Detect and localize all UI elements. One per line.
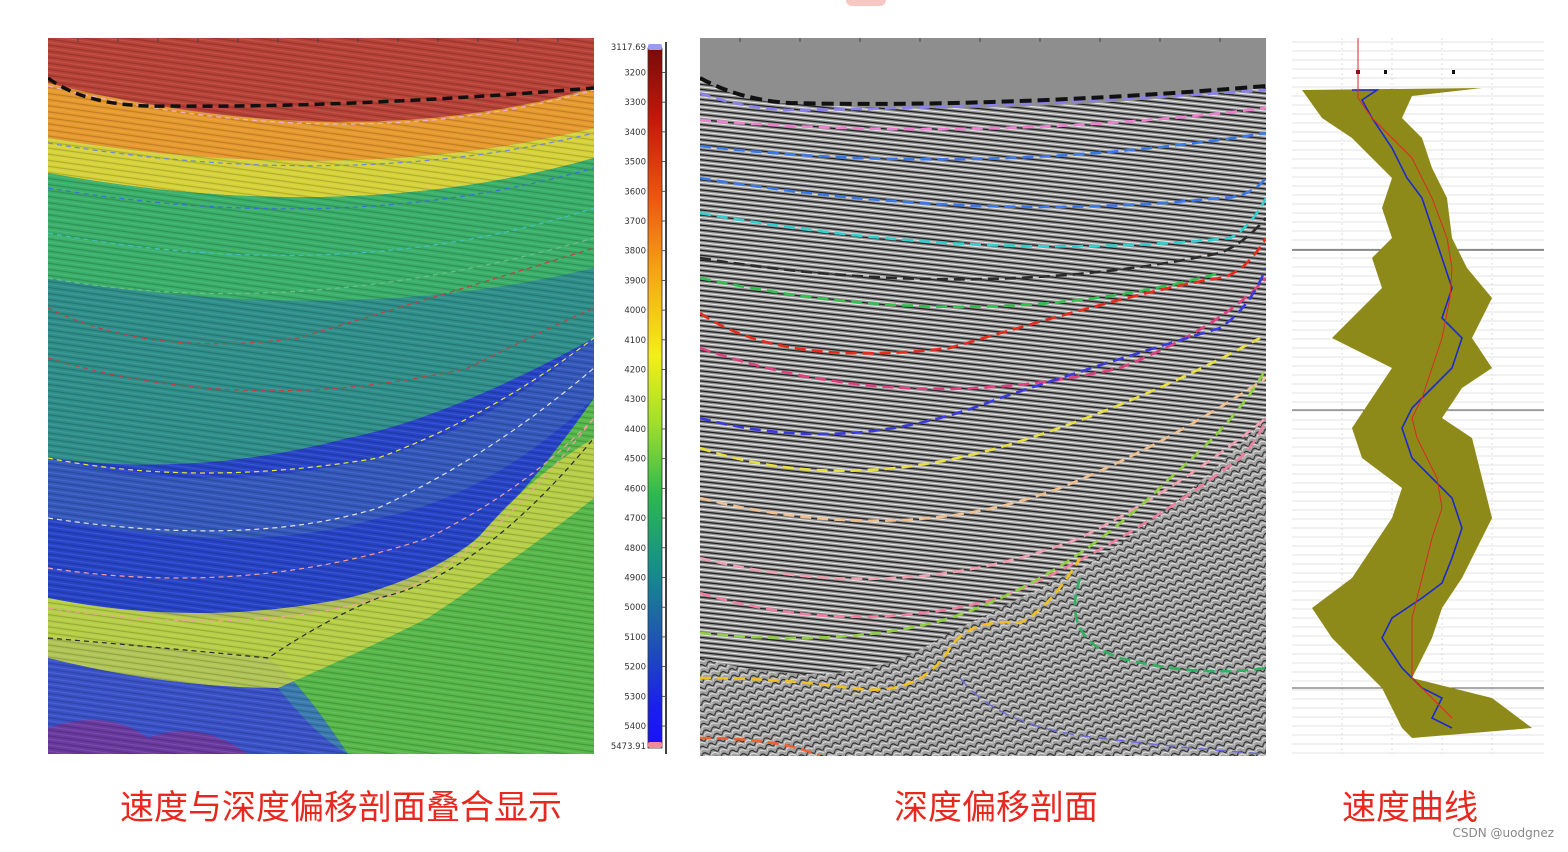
colorbar-max-label: 5473.91: [611, 742, 646, 752]
colorbar-tick-label: 5400: [624, 722, 646, 732]
decorative-blob: [846, 0, 886, 6]
caption-overlay: 速度与深度偏移剖面叠合显示: [120, 788, 562, 828]
caption-depth-section: 深度偏移剖面: [894, 788, 1098, 828]
colorbar-tick-label: 3700: [624, 217, 646, 227]
colorbar-gradient: [647, 47, 663, 749]
colorbar-tick-label: 4100: [624, 336, 646, 346]
velocity-log-image: [1292, 38, 1544, 754]
caption-velocity-curve: 速度曲线: [1342, 788, 1478, 828]
colorbar-tick-label: 4900: [624, 573, 646, 583]
velocity-colorbar: 3117.69 5473.91 3200 3300 3400 3500 3600 3700…: [608, 42, 670, 754]
colorbar-tick-label: 3600: [624, 187, 646, 197]
basement-zone: [700, 418, 1266, 756]
colorbar-top-marker: [648, 44, 662, 50]
colorbar-svg: 3117.69 5473.91 3200 3300 3400 3500 3600 3700…: [611, 42, 667, 754]
depth-section-image: [699, 38, 1268, 758]
colorbar-tick-label: 3800: [624, 247, 646, 257]
colorbar-ticks: 3200 3300 3400 3500 3600 3700 3800 3900 4000 4100…: [624, 68, 665, 732]
colorbar-tick-label: 5000: [624, 603, 646, 613]
velocity-log-envelope: [1302, 88, 1532, 738]
colorbar-tick-label: 4400: [624, 425, 646, 435]
watermark: CSDN @uodgnez: [1452, 826, 1555, 840]
colorbar-tick-label: 3200: [624, 68, 646, 78]
colorbar-tick-label: 4700: [624, 514, 646, 524]
colorbar-tick-label: 5100: [624, 633, 646, 643]
depth-migration-section: [699, 38, 1268, 758]
colorbar-tick-label: 5300: [624, 692, 646, 702]
colorbar-tick-label: 4200: [624, 366, 646, 376]
velocity-overlay-section: [46, 38, 595, 754]
colorbar-tick-label: 3300: [624, 98, 646, 108]
colorbar-tick-label: 3400: [624, 128, 646, 138]
colorbar-tick-label: 3500: [624, 158, 646, 168]
colorbar-tick-label: 3900: [624, 276, 646, 286]
velocity-curve-panel: [1292, 38, 1544, 754]
velocity-overlay-image: [46, 38, 595, 754]
colorbar-tick-label: 5200: [624, 663, 646, 673]
water-column: [700, 38, 1266, 108]
colorbar-tick-label: 4800: [624, 544, 646, 554]
colorbar-min-label: 3117.69: [611, 43, 646, 53]
seafloor-line: [46, 76, 595, 108]
colorbar-tick-label: 4300: [624, 395, 646, 405]
colorbar-tick-label: 4000: [624, 306, 646, 316]
interval-velocity-curve: [1357, 38, 1453, 719]
colorbar-tick-label: 4500: [624, 455, 646, 465]
colorbar-tick-label: 4600: [624, 484, 646, 494]
velocity-curve: [1352, 89, 1463, 729]
colorbar-bottom-marker: [648, 742, 662, 748]
seafloor-line-depth: [699, 76, 1267, 106]
